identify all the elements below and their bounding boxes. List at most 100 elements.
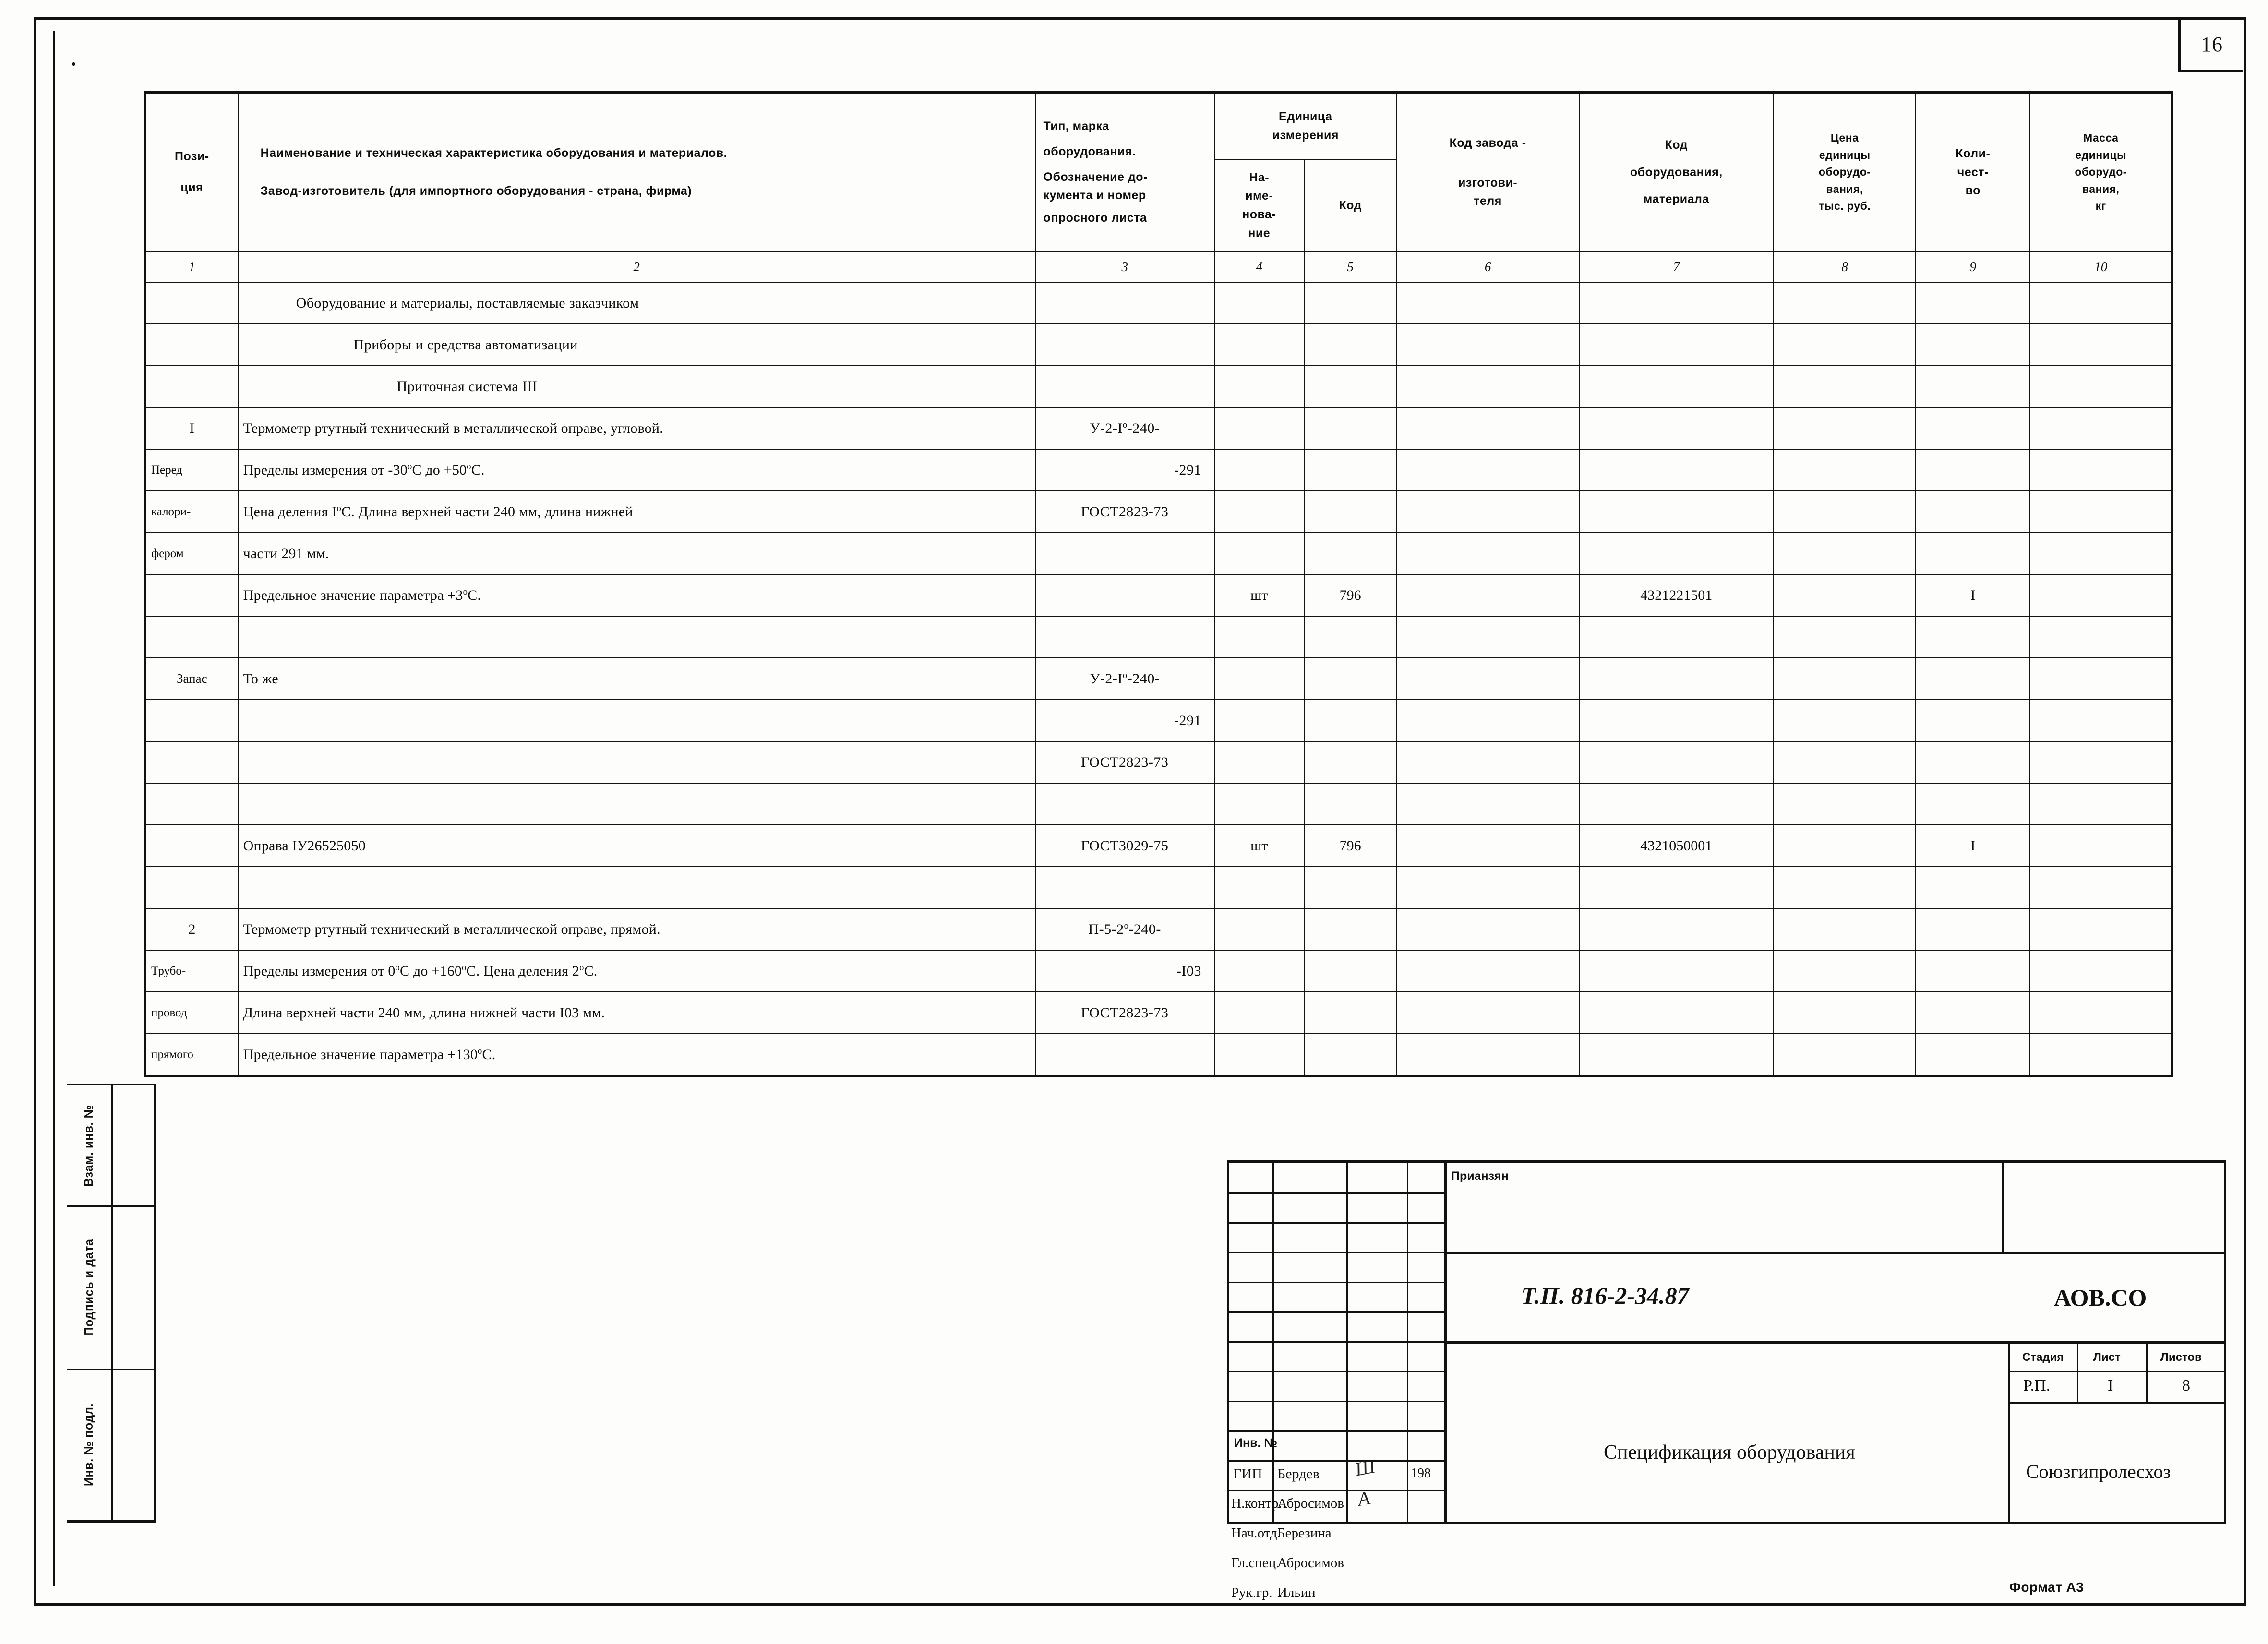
cell-unit-name	[1213, 699, 1305, 742]
cell-unit-name	[1213, 616, 1305, 658]
cell-unit-name	[1213, 950, 1305, 992]
cell-type-mark: У-2-Iо-240-	[1034, 407, 1215, 450]
cell-unit-mass	[2029, 282, 2174, 324]
cell-position: фером	[144, 532, 239, 575]
cell-unit-price	[1773, 699, 1917, 742]
cell-unit-price	[1773, 490, 1917, 533]
table-header-row-2: На- име- нова- ние Код	[145, 159, 2172, 252]
cell-equipment-code	[1578, 908, 1775, 951]
col-num-6: 6	[1396, 251, 1580, 283]
sig-name-0: Бердев	[1277, 1466, 1320, 1482]
cell-unit-mass	[2029, 950, 2174, 992]
header-quantity: Коли- чест- во	[1915, 91, 2031, 252]
cell-position	[144, 866, 239, 909]
cell-unit-price	[1773, 574, 1917, 617]
cell-unit-mass	[2029, 657, 2174, 700]
table-row: Запас То же У-2-Iо-240-	[144, 657, 2174, 700]
cell-type-mark	[1034, 1033, 1215, 1077]
cell-quantity: I	[1915, 824, 2031, 867]
cell-type-mark	[1034, 616, 1215, 658]
cell-unit-price	[1773, 908, 1917, 951]
cell-unit-name: шт	[1213, 824, 1305, 867]
cell-unit-name	[1213, 282, 1305, 324]
inv-number-label: Инв. №	[1234, 1436, 1278, 1450]
col-num-10: 10	[2029, 251, 2174, 283]
cell-position: Запас	[144, 657, 239, 700]
cell-factory-code	[1396, 616, 1580, 658]
cell-unit-mass	[2029, 1033, 2174, 1077]
cell-unit-price	[1773, 657, 1917, 700]
sheet-number: 16	[2201, 33, 2223, 56]
cell-unit-code: 796	[1303, 574, 1397, 617]
cell-position	[144, 783, 239, 825]
cell-position	[144, 699, 239, 742]
cell-unit-price	[1773, 824, 1917, 867]
cell-unit-name	[1213, 908, 1305, 951]
prinyazyan-label: Прианзян	[1451, 1169, 1509, 1183]
cell-factory-code	[1396, 657, 1580, 700]
cell-unit-code	[1303, 323, 1397, 366]
cell-name: Предельное значение параметра +3оС.	[237, 574, 1036, 617]
sheet-format-label: Формат А3	[2009, 1580, 2084, 1595]
cell-type-mark: ГОСТ2823-73	[1034, 741, 1215, 784]
cell-name	[237, 866, 1036, 909]
cell-factory-code	[1396, 1033, 1580, 1077]
cell-unit-price	[1773, 950, 1917, 992]
cell-name: Оправа IУ26525050	[237, 824, 1036, 867]
header-unit-mass: Масса единицы оборудо- вания, кг	[2029, 91, 2174, 252]
header-position: Пози- ция	[144, 91, 239, 252]
cell-unit-name	[1213, 741, 1305, 784]
table-row: I Термометр ртутный технический в металли…	[144, 407, 2174, 450]
cell-unit-price	[1773, 282, 1917, 324]
col-num-7: 7	[1578, 251, 1775, 283]
sig-name-2: Березина	[1277, 1525, 1332, 1541]
cell-unit-name	[1213, 866, 1305, 909]
cell-unit-mass	[2029, 365, 2174, 408]
col-num-2: 2	[237, 251, 1036, 283]
cell-unit-mass	[2029, 490, 2174, 533]
cell-unit-mass	[2029, 741, 2174, 784]
cell-equipment-code: 4321221501	[1578, 574, 1775, 617]
header-unit-group: Единица измерения	[1213, 91, 1397, 160]
left-stamp-strip: Взам. инв. № Подпись и дата Инв. № подл.	[67, 1084, 113, 1523]
cell-equipment-code	[1578, 365, 1775, 408]
cell-quantity	[1915, 1033, 2031, 1077]
cell-unit-price	[1773, 991, 1917, 1034]
cell-equipment-code	[1578, 532, 1775, 575]
cell-name: Термометр ртутный технический в металлич…	[237, 407, 1036, 450]
cell-position: провод	[144, 991, 239, 1034]
cell-type-mark: -291	[1034, 699, 1215, 742]
cell-unit-name	[1213, 991, 1305, 1034]
cell-position	[144, 574, 239, 617]
cell-unit-name	[1213, 449, 1305, 491]
header-equipment-code: Код оборудования, материала	[1578, 91, 1775, 252]
cell-unit-code	[1303, 490, 1397, 533]
cell-position	[144, 323, 239, 366]
cell-equipment-code	[1578, 323, 1775, 366]
header-unit-code: Код	[1303, 159, 1397, 252]
cell-name	[237, 783, 1036, 825]
cell-position: прямого	[144, 1033, 239, 1077]
cell-unit-mass	[2029, 574, 2174, 617]
cell-equipment-code	[1578, 741, 1775, 784]
cell-type-mark	[1034, 532, 1215, 575]
cell-name: части 291 мм.	[237, 532, 1036, 575]
cell-unit-code	[1303, 657, 1397, 700]
cell-unit-price	[1773, 866, 1917, 909]
col-num-4: 4	[1213, 251, 1305, 283]
cell-factory-code	[1396, 741, 1580, 784]
cell-factory-code	[1396, 991, 1580, 1034]
cell-quantity	[1915, 699, 2031, 742]
cell-name: Пределы измерения от -30оС до +50оС.	[237, 449, 1036, 491]
cell-quantity	[1915, 783, 2031, 825]
col-num-8: 8	[1773, 251, 1917, 283]
sheet-value: I	[2108, 1377, 2113, 1394]
cell-unit-code	[1303, 532, 1397, 575]
cell-unit-name	[1213, 783, 1305, 825]
cell-type-mark	[1034, 365, 1215, 408]
header-type: Тип, марка оборудования. Обозначение до-…	[1034, 91, 1215, 252]
cell-quantity	[1915, 282, 2031, 324]
cell-equipment-code	[1578, 950, 1775, 992]
sig-role-4: Рук.гр.	[1231, 1585, 1272, 1600]
cell-quantity	[1915, 407, 2031, 450]
